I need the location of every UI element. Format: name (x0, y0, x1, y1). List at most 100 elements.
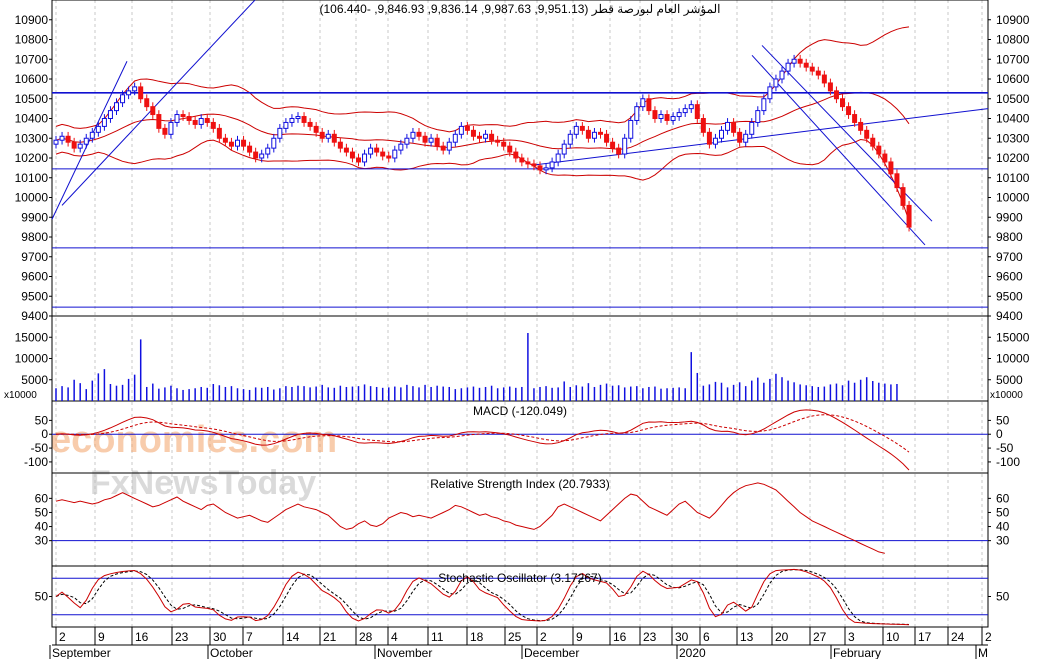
candle-body-137 (882, 153, 888, 163)
price-tick-left-5: 9900 (21, 210, 48, 224)
rsi-line (55, 482, 886, 554)
price-tick-left-9: 10300 (15, 131, 49, 145)
candle-body-39 (289, 118, 295, 123)
candle-body-81 (543, 167, 549, 171)
rsi-panel (52, 482, 988, 554)
price-tick-right-14: 10800 (996, 33, 1030, 47)
candle-body-110 (719, 129, 724, 139)
price-tick-left-15: 10900 (15, 13, 49, 27)
candle-body-134 (864, 129, 870, 139)
candle-body-43 (313, 125, 319, 133)
candle-body-28 (222, 137, 228, 143)
candle-body-78 (525, 161, 531, 165)
candle-body-97 (640, 98, 646, 108)
macd-tick-left-0: -100 (24, 455, 48, 469)
watermark: economies.com FxNewsToday (50, 419, 337, 502)
macd-tick-right-0: -100 (996, 455, 1020, 469)
stoch-d-line (55, 569, 910, 625)
candle-body-49 (349, 151, 355, 159)
stochastic-panel (52, 568, 988, 626)
candle-body-80 (537, 165, 543, 171)
price-tick-right-1: 9500 (996, 289, 1023, 303)
stoch-tick-right-0: 50 (996, 590, 1010, 604)
macd-tick-left-1: -50 (31, 441, 49, 455)
candle-body-107 (700, 118, 706, 133)
x-tick-label-16: 23 (643, 630, 657, 644)
candle-body-10 (114, 102, 119, 112)
price-tick-right-7: 10100 (996, 171, 1030, 185)
volume-tick-right-0: 5000 (996, 373, 1023, 387)
candle-body-91 (604, 133, 610, 143)
candle-body-92 (610, 141, 616, 149)
x-tick-label-9: 4 (391, 630, 398, 644)
candle-body-38 (283, 121, 289, 129)
price-tick-right-6: 10000 (996, 191, 1030, 205)
rsi-tick-right-3: 60 (996, 491, 1010, 505)
candle-body-127 (821, 74, 827, 84)
volume-tick-right-2: 15000 (996, 330, 1030, 344)
candle-body-105 (688, 104, 694, 110)
x-tick-label-8: 28 (359, 630, 373, 644)
x-tick-label-7: 21 (323, 630, 337, 644)
price-tick-right-13: 10700 (996, 52, 1030, 66)
candle-body-9 (107, 110, 113, 119)
price-tick-left-3: 9700 (21, 250, 48, 264)
candle-body-71 (483, 133, 489, 139)
candle-body-50 (356, 157, 361, 163)
candle-body-116 (755, 110, 761, 123)
candle-body-72 (489, 133, 495, 141)
candle-body-131 (846, 106, 852, 116)
price-tick-left-14: 10800 (15, 33, 49, 47)
candle-body-139 (894, 173, 900, 189)
candle-body-26 (210, 121, 216, 129)
candle-body-94 (622, 137, 628, 155)
price-tick-left-11: 10500 (15, 92, 49, 106)
price-tick-left-1: 9500 (21, 289, 48, 303)
candle-body-37 (277, 127, 283, 139)
price-tick-left-0: 9400 (21, 309, 48, 323)
candle-body-56 (392, 149, 398, 159)
x-tick-label-3: 23 (175, 630, 189, 644)
candle-body-132 (852, 114, 858, 123)
macd-tick-right-1: -50 (996, 441, 1014, 455)
candle-body-135 (870, 137, 876, 147)
watermark-sub: FxNewsToday (90, 464, 316, 502)
candle-body-53 (374, 147, 380, 153)
month-label-6: M (978, 646, 988, 659)
candle-body-11 (120, 94, 126, 104)
price-tick-left-6: 10000 (15, 191, 49, 205)
candle-body-24 (198, 118, 204, 125)
candle-body-57 (398, 143, 404, 151)
candle-body-124 (803, 62, 809, 68)
price-tick-left-4: 9800 (21, 230, 48, 244)
price-tick-left-2: 9600 (21, 270, 48, 284)
candle-body-119 (773, 78, 779, 88)
x-tick-label-13: 2 (540, 630, 547, 644)
candle-body-33 (253, 151, 259, 159)
chart-title: المؤشر العام لبورصة قطر (9,951.13, 9,987… (319, 2, 720, 16)
candle-body-4 (77, 143, 83, 149)
month-label-5: February (833, 646, 881, 659)
candle-body-35 (265, 147, 271, 155)
candle-body-73 (495, 139, 501, 143)
candle-body-125 (809, 66, 815, 72)
candle-body-96 (634, 106, 640, 121)
candle-body-23 (192, 119, 198, 125)
candle-body-130 (840, 98, 845, 108)
candle-body-5 (83, 137, 89, 145)
stochastic-label: Stochastic Oscillator (3.17267) (438, 571, 601, 585)
candle-body-32 (247, 145, 253, 153)
candle-body-106 (694, 104, 700, 120)
x-tick-label-17: 30 (675, 630, 689, 644)
candle-body-17 (156, 114, 162, 129)
x-tick-label-14: 9 (576, 630, 583, 644)
macd-panel (52, 409, 988, 471)
macd-label: MACD (-120.049) (473, 404, 567, 418)
x-tick-label-1: 9 (98, 630, 105, 644)
candle-body-69 (470, 129, 476, 137)
price-tick-right-10: 10400 (996, 112, 1030, 126)
x-tick-label-2: 16 (135, 630, 149, 644)
candle-body-15 (144, 98, 150, 108)
price-tick-right-0: 9400 (996, 309, 1023, 323)
